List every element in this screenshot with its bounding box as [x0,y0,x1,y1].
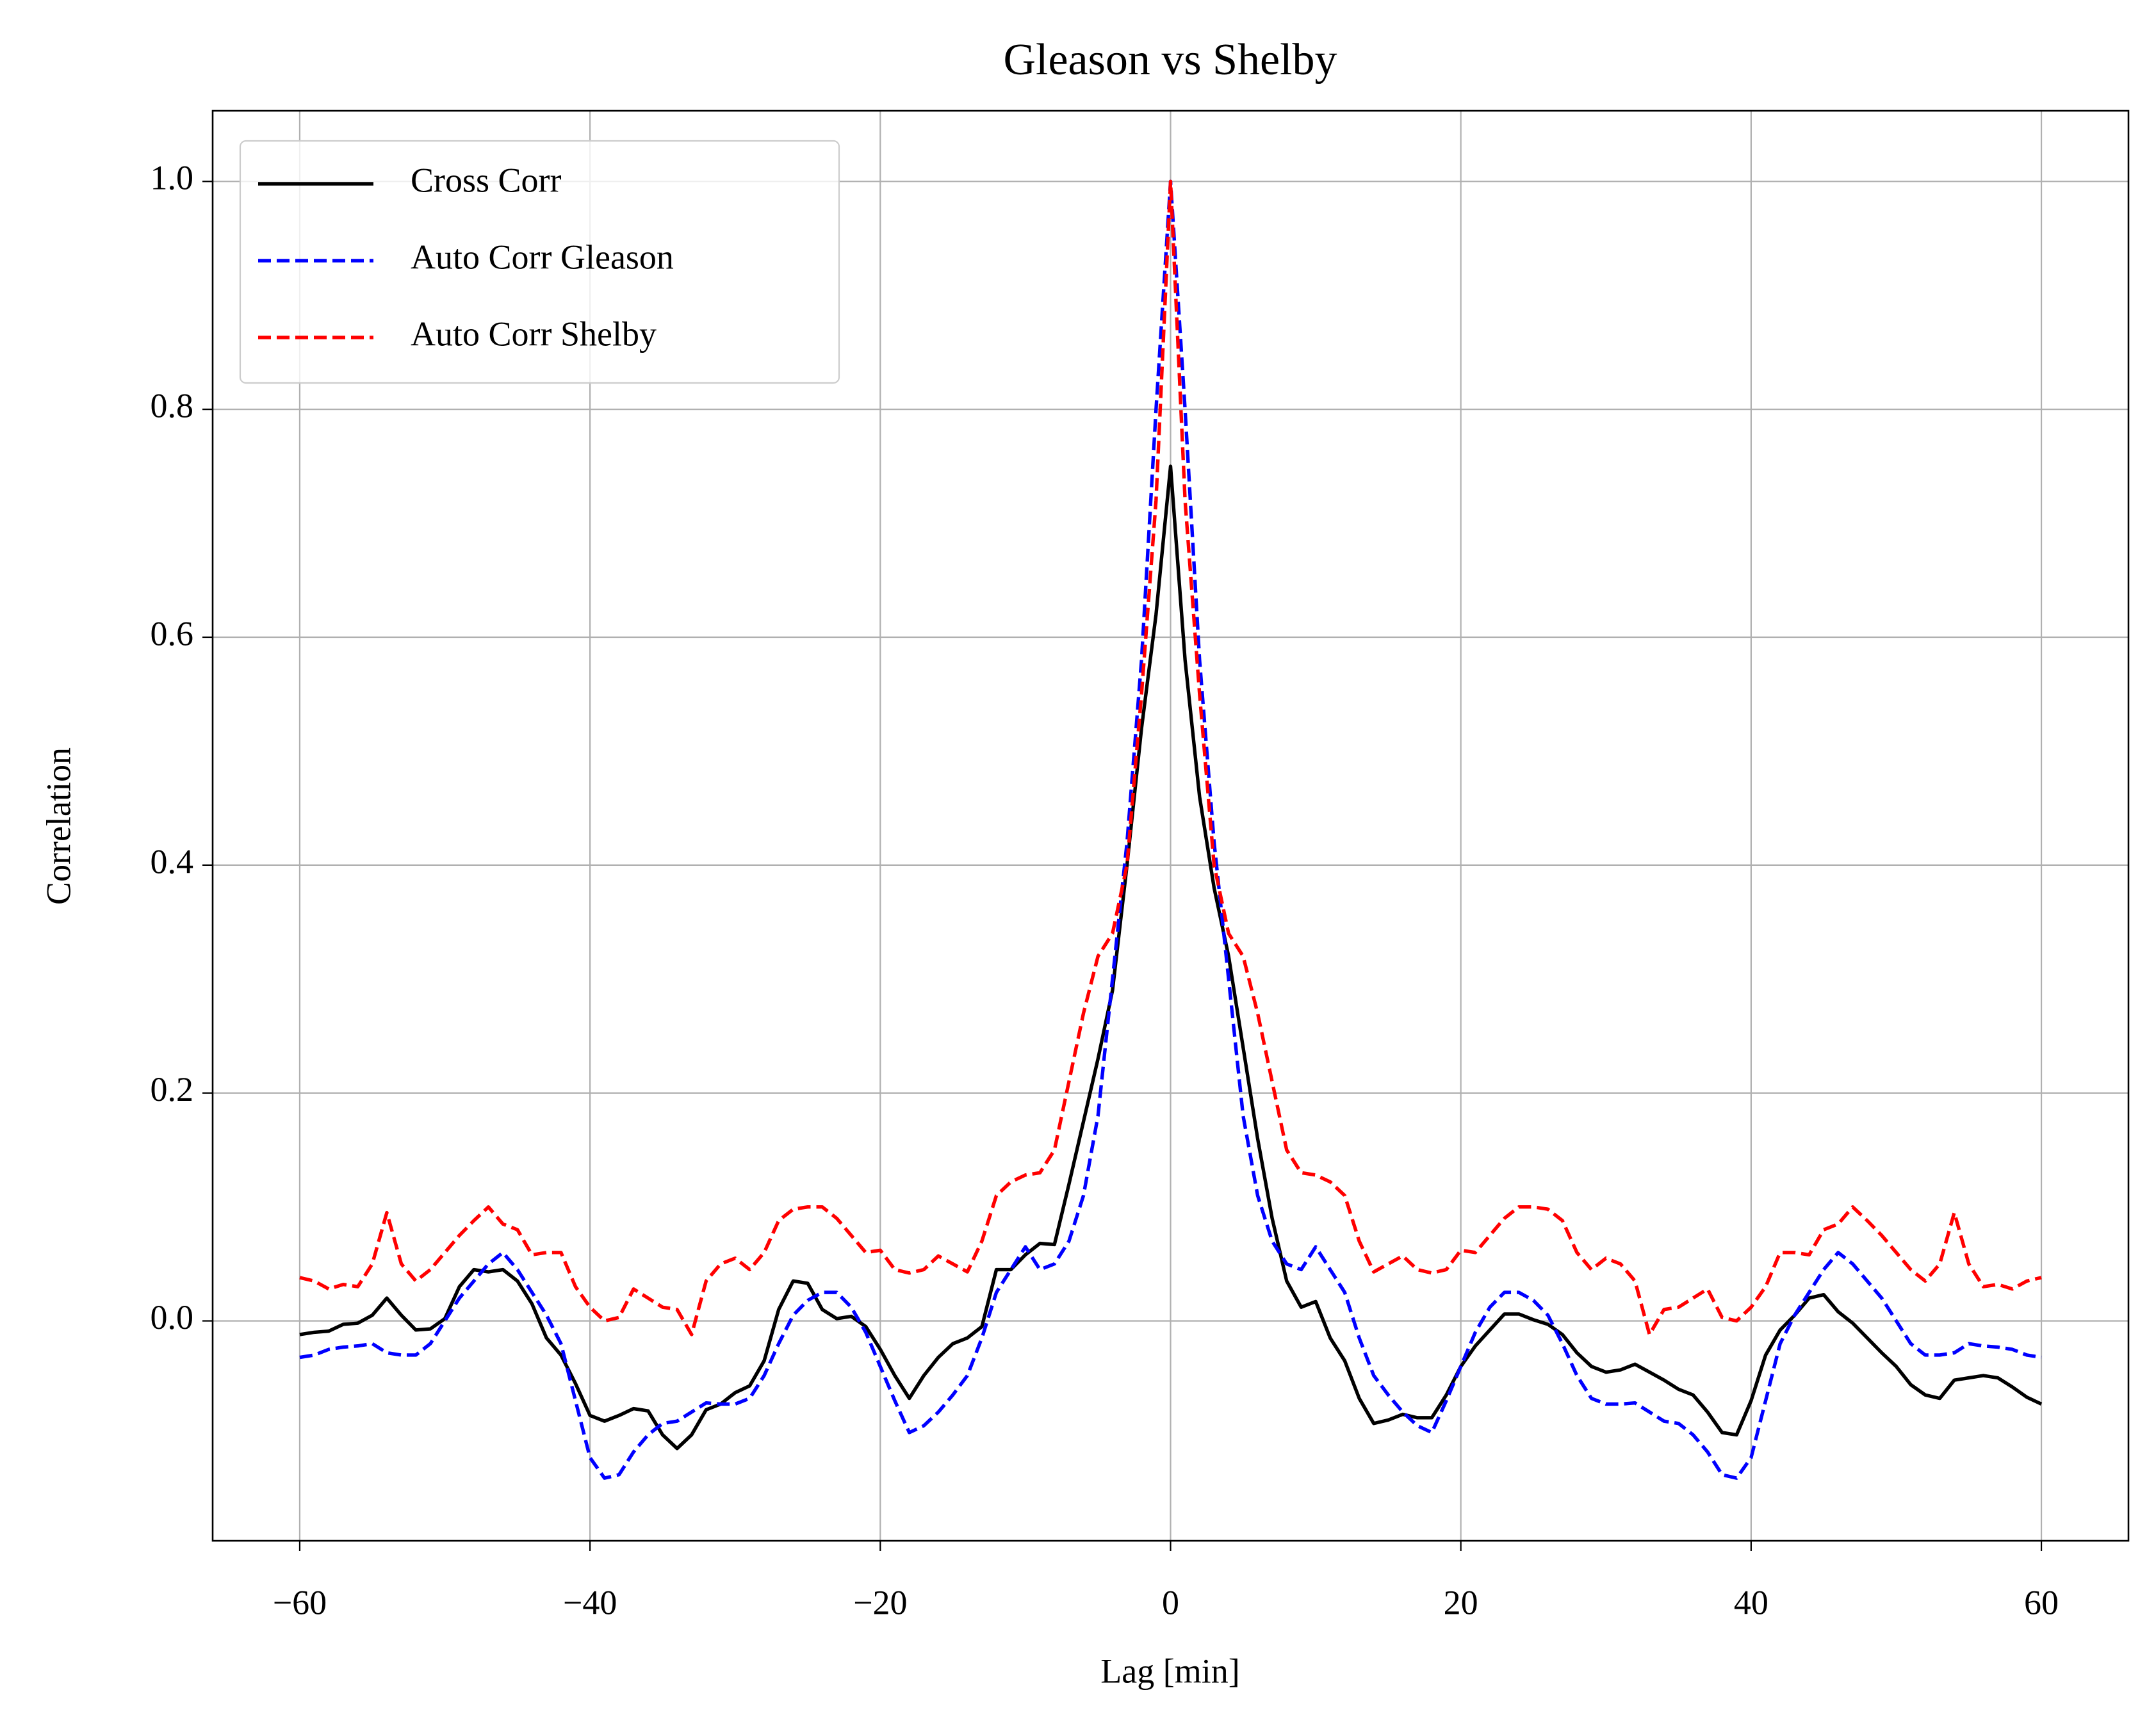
x-tick-label: −40 [563,1583,617,1621]
y-tick-label: 0.2 [151,1070,194,1109]
x-tick-label: −60 [273,1583,327,1621]
data-line [299,179,2042,1337]
x-tick-label: 40 [1734,1583,1768,1621]
x-tick-label: 60 [2024,1583,2059,1621]
y-tick-label: 1.0 [151,159,194,197]
x-tick-label: −20 [853,1583,907,1621]
legend-box [239,140,840,384]
y-tick-label: 0.6 [151,614,194,653]
x-tick-label: 20 [1444,1583,1478,1621]
y-axis-label: Correlation [39,747,78,905]
legend: Cross Corr Auto Corr Gleason Auto Corr She… [239,140,840,384]
data-line [299,464,2043,1451]
plot-frame [211,110,2130,1542]
y-tick-label: 0.0 [151,1298,194,1337]
legend-label: Cross Corr [411,161,562,199]
legend-label: Auto Corr Gleason [411,238,674,276]
y-tick-label: 0.4 [151,842,194,881]
legend-label: Auto Corr Shelby [411,314,657,353]
x-axis-label: Lag [min] [1100,1652,1239,1690]
chart-title: Gleason vs Shelby [1003,35,1337,85]
x-tick-label: 0 [1162,1583,1179,1621]
y-tick-label: 0.8 [151,387,194,425]
